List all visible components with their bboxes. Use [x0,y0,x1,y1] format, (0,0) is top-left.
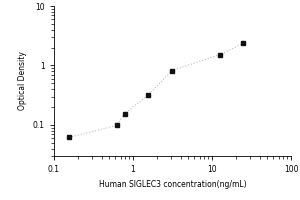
Y-axis label: Optical Density: Optical Density [18,52,27,110]
X-axis label: Human SIGLEC3 concentration(ng/mL): Human SIGLEC3 concentration(ng/mL) [99,180,246,189]
